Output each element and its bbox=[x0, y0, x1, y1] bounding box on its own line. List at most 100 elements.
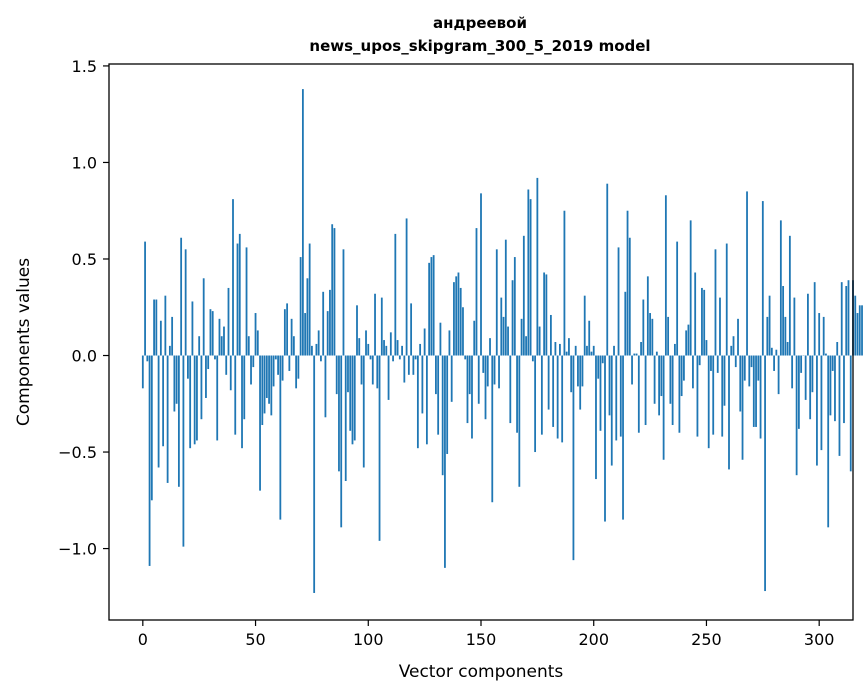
bar-211 bbox=[617, 247, 620, 356]
bar-264 bbox=[737, 318, 739, 356]
bar-200 bbox=[592, 345, 595, 356]
bar-32 bbox=[214, 355, 216, 360]
bar-242 bbox=[687, 324, 690, 356]
bar-269 bbox=[748, 355, 751, 387]
bar-22 bbox=[191, 301, 194, 356]
bar-154 bbox=[489, 338, 491, 356]
bar-219 bbox=[635, 353, 638, 356]
bar-280 bbox=[773, 355, 775, 371]
bar-68 bbox=[295, 355, 298, 389]
bar-83 bbox=[329, 289, 331, 356]
bar-138 bbox=[453, 282, 455, 356]
bar-69 bbox=[297, 355, 300, 379]
bar-300 bbox=[818, 313, 821, 356]
bar-67 bbox=[292, 336, 295, 356]
bar-19 bbox=[184, 249, 187, 356]
bar-277 bbox=[766, 316, 769, 356]
bar-235 bbox=[671, 355, 674, 426]
x-axis-ticks: 0 50 100 150 200 250 300 bbox=[138, 620, 834, 649]
bar-260 bbox=[728, 355, 730, 470]
bar-2 bbox=[146, 355, 149, 362]
bar-317 bbox=[856, 313, 859, 356]
bar-207 bbox=[608, 355, 611, 416]
bar-262 bbox=[732, 336, 735, 356]
bar-137 bbox=[450, 355, 453, 402]
bar-224 bbox=[646, 276, 649, 356]
bar-54 bbox=[263, 355, 266, 414]
y-tick-label: 0.0 bbox=[72, 347, 97, 366]
bar-155 bbox=[491, 355, 494, 503]
bar-191 bbox=[572, 355, 575, 561]
bar-105 bbox=[378, 355, 381, 541]
bar-17 bbox=[180, 237, 183, 356]
x-tick-label: 100 bbox=[353, 630, 384, 649]
bar-156 bbox=[493, 355, 496, 385]
bar-229 bbox=[658, 355, 661, 416]
bar-221 bbox=[640, 342, 642, 356]
bar-212 bbox=[619, 355, 622, 437]
bar-183 bbox=[554, 342, 557, 356]
bar-159 bbox=[500, 297, 503, 356]
bar-13 bbox=[171, 316, 174, 356]
bar-80 bbox=[322, 291, 325, 356]
bar-261 bbox=[730, 345, 733, 356]
bar-89 bbox=[342, 249, 345, 356]
bar-291 bbox=[797, 355, 800, 429]
bar-88 bbox=[340, 355, 343, 528]
bar-252 bbox=[710, 355, 712, 371]
bar-271 bbox=[752, 355, 755, 427]
bar-310 bbox=[840, 282, 843, 356]
bar-284 bbox=[782, 286, 785, 356]
bar-192 bbox=[574, 345, 577, 356]
bar-48 bbox=[250, 355, 252, 385]
bar-142 bbox=[462, 307, 464, 356]
bar-188 bbox=[565, 351, 568, 356]
bar-7 bbox=[157, 355, 160, 468]
bar-77 bbox=[315, 343, 318, 356]
y-tick-label: 1.0 bbox=[72, 153, 97, 172]
bar-120 bbox=[412, 355, 415, 375]
bar-91 bbox=[347, 355, 349, 393]
bar-128 bbox=[430, 257, 433, 356]
bar-58 bbox=[272, 355, 275, 387]
bar-214 bbox=[624, 291, 627, 356]
bar-0 bbox=[141, 355, 144, 389]
bar-173 bbox=[531, 355, 534, 362]
bar-164 bbox=[511, 280, 514, 356]
bar-66 bbox=[290, 318, 293, 356]
bar-3 bbox=[148, 355, 151, 566]
bar-270 bbox=[750, 355, 753, 368]
bar-157 bbox=[495, 249, 498, 356]
bar-99 bbox=[365, 330, 367, 356]
y-axis-label: Components values bbox=[14, 258, 34, 426]
bar-36 bbox=[223, 326, 225, 356]
bar-190 bbox=[570, 355, 573, 393]
bar-74 bbox=[308, 243, 311, 356]
bar-113 bbox=[396, 340, 399, 356]
bar-195 bbox=[581, 355, 584, 387]
bar-65 bbox=[288, 355, 291, 371]
bar-11 bbox=[166, 355, 169, 483]
bar-144 bbox=[466, 355, 469, 424]
y-tick-label: −1.0 bbox=[58, 540, 97, 559]
bar-282 bbox=[777, 355, 780, 395]
bar-152 bbox=[484, 355, 487, 420]
bar-151 bbox=[482, 355, 485, 373]
bar-292 bbox=[800, 355, 803, 373]
bar-302 bbox=[822, 316, 825, 356]
bar-136 bbox=[448, 330, 451, 356]
bar-169 bbox=[522, 235, 525, 356]
bar-104 bbox=[376, 355, 379, 389]
bar-9 bbox=[162, 355, 165, 447]
bar-64 bbox=[286, 303, 289, 356]
bar-213 bbox=[622, 355, 624, 520]
bar-181 bbox=[549, 314, 552, 356]
bar-82 bbox=[326, 311, 329, 356]
bar-179 bbox=[545, 274, 548, 356]
bar-286 bbox=[786, 342, 789, 356]
bar-55 bbox=[265, 355, 268, 398]
bar-78 bbox=[317, 330, 320, 356]
bar-234 bbox=[669, 355, 672, 404]
bar-267 bbox=[743, 355, 746, 381]
bar-275 bbox=[761, 201, 764, 356]
